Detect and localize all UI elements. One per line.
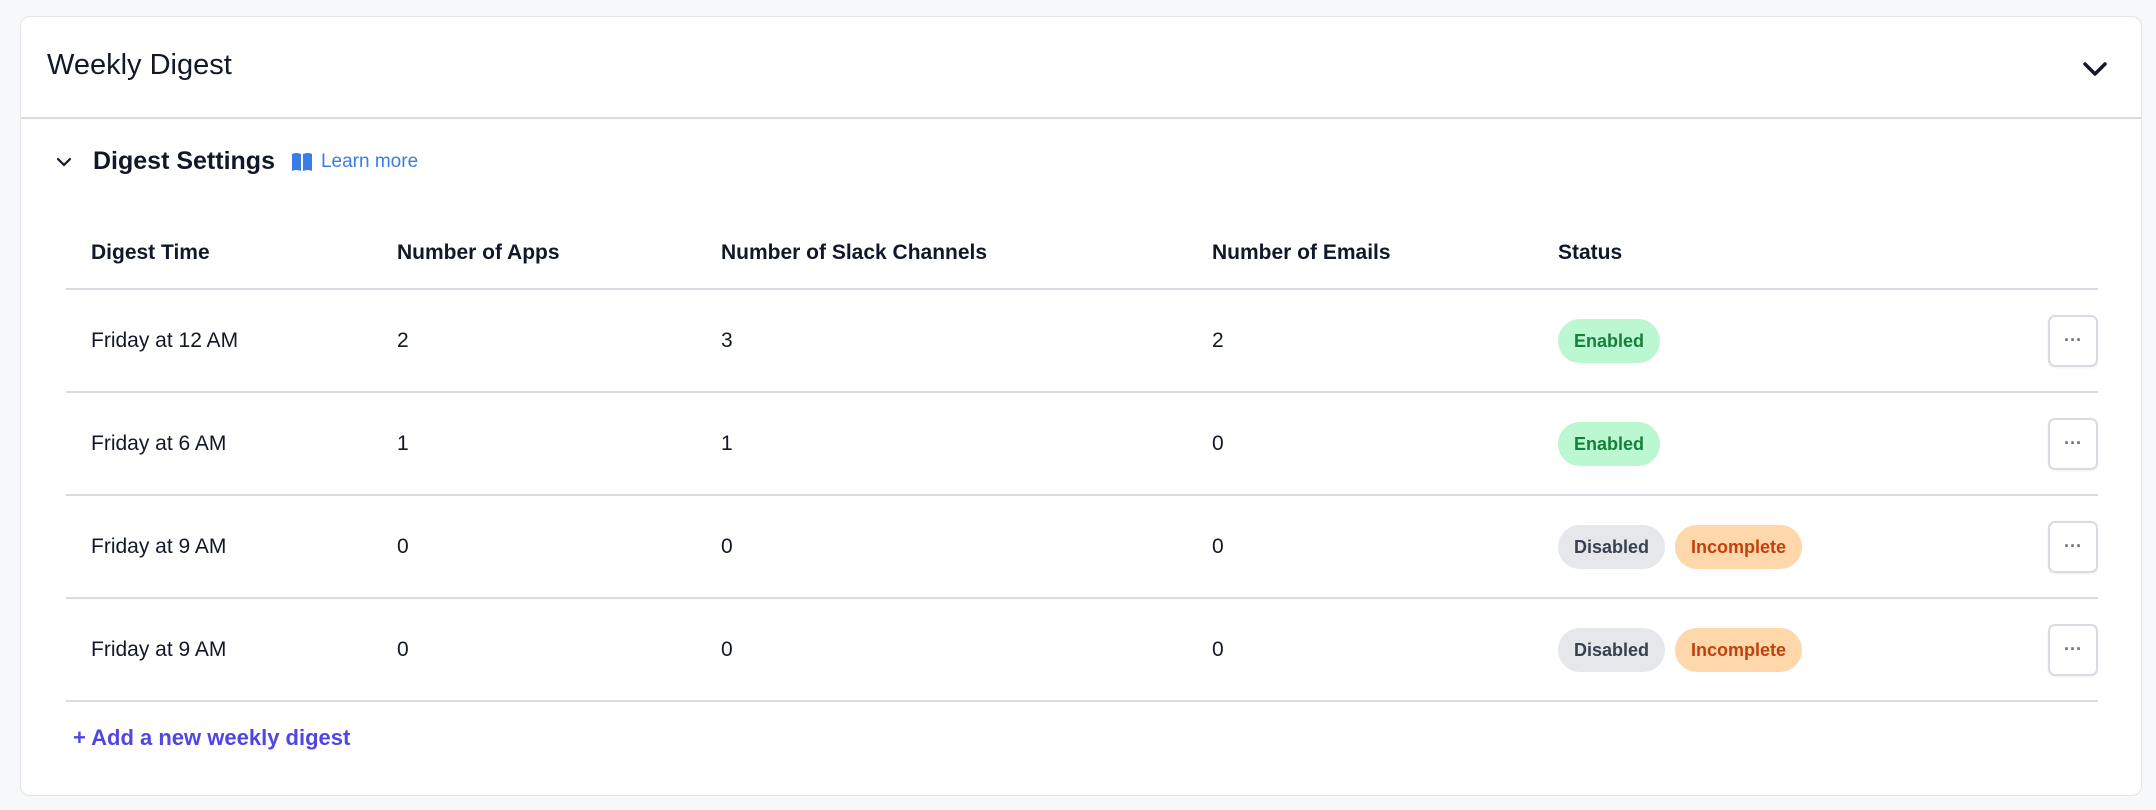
chevron-down-icon[interactable] <box>51 149 77 175</box>
cell-slack: 0 <box>696 495 1187 599</box>
status-badge: Disabled <box>1558 524 1666 569</box>
status-badge: Incomplete <box>1675 627 1803 672</box>
cell-actions: ··· <box>2018 289 2098 393</box>
cell-actions: ··· <box>2018 495 2098 599</box>
learn-more-label: Learn more <box>320 150 419 172</box>
cell-actions: ··· <box>2018 598 2098 702</box>
more-options-button[interactable]: ··· <box>2048 520 2098 573</box>
cell-emails: 0 <box>1187 495 1533 599</box>
book-icon <box>291 152 312 171</box>
learn-more-link[interactable]: Learn more <box>291 151 418 173</box>
status-badge: Incomplete <box>1675 524 1803 569</box>
card-title: Weekly Digest <box>47 49 232 81</box>
col-digest-time: Digest Time <box>66 217 372 290</box>
cell-slack: 1 <box>696 392 1187 496</box>
col-apps: Number of Apps <box>372 217 696 290</box>
cell-actions: ··· <box>2018 392 2098 496</box>
table-header-row: Digest Time Number of Apps Number of Sla… <box>66 217 2098 290</box>
chevron-down-icon[interactable] <box>2075 49 2115 89</box>
cell-emails: 0 <box>1187 392 1533 496</box>
table-row: Friday at 9 AM 0 0 0 Disabled Incomplete ··· <box>66 598 2098 702</box>
cell-status: Enabled <box>1533 289 2018 393</box>
cell-status: Disabled Incomplete <box>1533 495 2018 599</box>
cell-slack: 3 <box>696 289 1187 393</box>
cell-time: Friday at 9 AM <box>66 598 372 702</box>
table-row: Friday at 9 AM 0 0 0 Disabled Incomplete ··· <box>66 495 2098 599</box>
col-slack: Number of Slack Channels <box>696 217 1187 290</box>
card-header[interactable]: Weekly Digest <box>21 17 2141 119</box>
digest-settings-section: Digest Settings Learn more <box>51 147 418 176</box>
cell-status: Disabled Incomplete <box>1533 598 2018 702</box>
digest-table: Digest Time Number of Apps Number of Sla… <box>66 217 2098 702</box>
status-badge: Enabled <box>1558 421 1661 466</box>
weekly-digest-card: Weekly Digest Digest Settings Learn more… <box>20 16 2142 796</box>
add-weekly-digest-link[interactable]: + Add a new weekly digest <box>73 725 351 750</box>
cell-emails: 0 <box>1187 598 1533 702</box>
table-row: Friday at 12 AM 2 3 2 Enabled ··· <box>66 289 2098 393</box>
cell-time: Friday at 6 AM <box>66 392 372 496</box>
cell-apps: 0 <box>372 598 696 702</box>
more-options-button[interactable]: ··· <box>2048 623 2098 676</box>
cell-time: Friday at 9 AM <box>66 495 372 599</box>
status-badge: Enabled <box>1558 318 1661 363</box>
col-status: Status <box>1533 217 2018 290</box>
cell-slack: 0 <box>696 598 1187 702</box>
status-badge: Disabled <box>1558 627 1666 672</box>
more-options-button[interactable]: ··· <box>2048 417 2098 470</box>
col-actions <box>2018 217 2098 290</box>
col-emails: Number of Emails <box>1187 217 1533 290</box>
section-title: Digest Settings <box>93 147 275 175</box>
cell-apps: 0 <box>372 495 696 599</box>
more-options-button[interactable]: ··· <box>2048 314 2098 367</box>
cell-time: Friday at 12 AM <box>66 289 372 393</box>
cell-status: Enabled <box>1533 392 2018 496</box>
cell-apps: 1 <box>372 392 696 496</box>
cell-emails: 2 <box>1187 289 1533 393</box>
table-row: Friday at 6 AM 1 1 0 Enabled ··· <box>66 392 2098 496</box>
cell-apps: 2 <box>372 289 696 393</box>
